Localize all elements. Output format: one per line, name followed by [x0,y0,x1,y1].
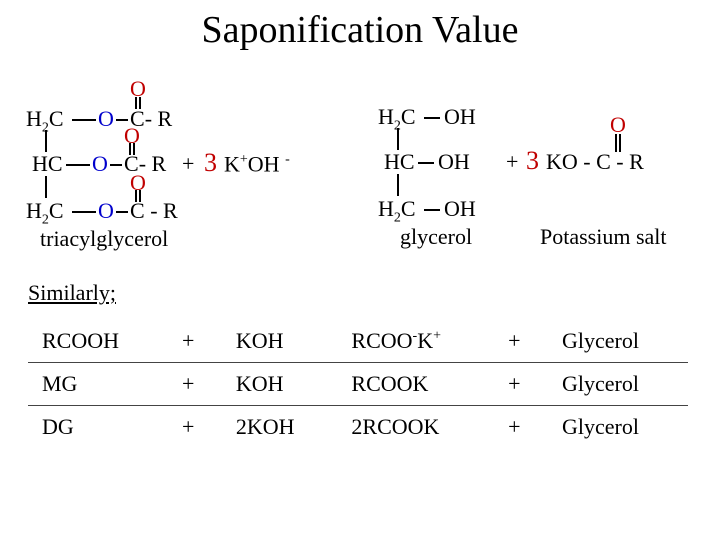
tg-c3: H2C [26,200,64,227]
dbl-bond [615,134,621,152]
bond [424,209,440,211]
cell: + [168,363,222,406]
tg-o3: O [98,200,114,222]
cell: KOH [222,363,338,406]
dbl-bond [135,97,141,109]
coeff1: 3 [204,150,217,176]
koh: K+OH - [224,153,290,175]
cell: 2KOH [222,406,338,449]
tg-o2: O [92,153,108,175]
cell: Glycerol [548,363,688,406]
plus1: + [182,153,194,175]
cell: RCOOH [28,320,168,363]
cell: MG [28,363,168,406]
pot-ket: O [610,114,626,136]
reactions-table: RCOOH + KOH RCOO-K+ + Glycerol MG + KOH … [28,320,688,448]
cell: DG [28,406,168,449]
gly-oh1: OH [444,106,476,128]
bond [110,164,122,166]
cell: KOH [222,320,338,363]
cell: + [494,320,548,363]
gly-c3: H2C [378,198,416,225]
pot-label: Potassium salt [540,226,667,248]
plus2: + [506,151,518,173]
cell: RCOOK [337,363,494,406]
page-title: Saponification Value [0,8,720,52]
tg-o1: O [98,108,114,130]
gly-oh2: OH [438,151,470,173]
cell: + [168,406,222,449]
pot-salt: KO - C - R [546,151,644,173]
cell: RCOO-K+ [337,320,494,363]
table-row: RCOOH + KOH RCOO-K+ + Glycerol [28,320,688,363]
bond [72,211,96,213]
cell: + [494,363,548,406]
cell: Glycerol [548,406,688,449]
tg-label: triacylglycerol [40,228,168,250]
bond [66,164,90,166]
bond [45,130,47,152]
gly-c2: HC [384,151,415,173]
bond [424,117,440,119]
bond [397,174,399,196]
bond [418,162,434,164]
gly-oh3: OH [444,198,476,220]
dbl-bond [135,190,141,202]
bond [45,176,47,198]
similarly-heading: Similarly; [28,280,116,306]
tg-c2: HC [32,153,63,175]
cell: + [494,406,548,449]
table-row: DG + 2KOH 2RCOOK + Glycerol [28,406,688,449]
cell: 2RCOOK [337,406,494,449]
bond [72,119,96,121]
bond [116,119,128,121]
cell: + [168,320,222,363]
dbl-bond [129,143,135,155]
gly-label: glycerol [400,226,472,248]
bond [397,128,399,150]
tg-co3: C - R [130,200,178,222]
cell: Glycerol [548,320,688,363]
coeff2: 3 [526,148,539,174]
bond [116,211,128,213]
table-row: MG + KOH RCOOK + Glycerol [28,363,688,406]
slide: Saponification Value H2C O C- R O HC O C… [0,0,720,540]
